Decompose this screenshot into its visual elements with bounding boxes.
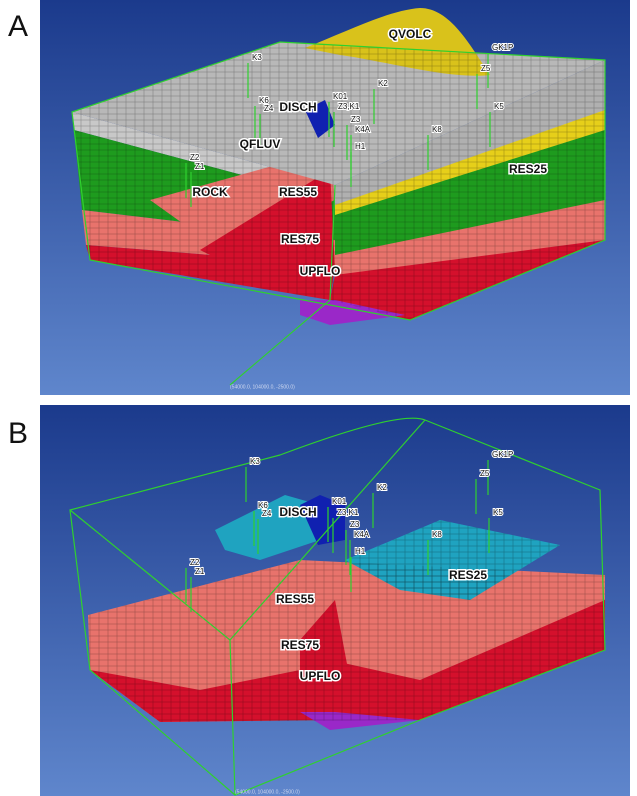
well-label: H1 (355, 142, 366, 151)
unit-label: ROCK (192, 185, 228, 199)
well-label: Z5 (480, 469, 490, 478)
well-label: Z3 (351, 115, 361, 124)
well-label: Z5 (481, 64, 491, 73)
well-label: Z2 (190, 153, 200, 162)
well-label: Z4 (262, 509, 272, 518)
unit-label: QFLUV (240, 137, 281, 151)
unit-label: RES55 (276, 592, 314, 606)
well-label: GK1P (492, 450, 513, 459)
well-label: K3 (252, 53, 262, 62)
well-label: H1 (355, 547, 366, 556)
unit-label: DISCH (279, 505, 316, 519)
well-label: Z1 (195, 567, 205, 576)
coordinate-label: (54000.0, 104000.0, -2500.0) (235, 789, 300, 795)
well-label: K8 (432, 530, 442, 539)
well-label: K4A (355, 125, 371, 134)
unit-label: RES75 (281, 232, 319, 246)
well-label: Z4 (264, 104, 274, 113)
well-label: K5 (494, 102, 504, 111)
well-label: K01 (333, 92, 348, 101)
panel-label: B (8, 417, 28, 450)
well-label: Z2 (190, 558, 200, 567)
well-label: Z1 (195, 162, 205, 171)
figure: A (54000.0, 104000.0, -2500.0) K3 GK1P Z5 K2 K… (0, 0, 637, 796)
well-label: K8 (432, 125, 442, 134)
unit-label: RES25 (449, 568, 487, 582)
well-label: Z3,K1 (337, 508, 359, 517)
unit-label: DISCH (279, 100, 316, 114)
coordinate-label: (54000.0, 104000.0, -2500.0) (230, 384, 295, 390)
well-label: Z3 (350, 520, 360, 529)
unit-label: RES55 (279, 185, 317, 199)
panel-a (40, 0, 630, 395)
well-label: GK1P (492, 43, 513, 52)
unit-label: UPFLO (300, 264, 341, 278)
panel-label: A (8, 10, 28, 43)
unit-label: UPFLO (300, 669, 341, 683)
well-label: K2 (377, 483, 387, 492)
unit-label: RES75 (281, 638, 319, 652)
panel-b (40, 405, 630, 796)
well-label: K2 (378, 79, 388, 88)
unit-label: RES25 (509, 162, 547, 176)
well-label: K5 (493, 508, 503, 517)
well-label: Z3,K1 (338, 102, 360, 111)
unit-label: QVOLC (389, 27, 432, 41)
well-label: K01 (332, 497, 347, 506)
well-label: K3 (250, 457, 260, 466)
well-label: K4A (354, 530, 370, 539)
